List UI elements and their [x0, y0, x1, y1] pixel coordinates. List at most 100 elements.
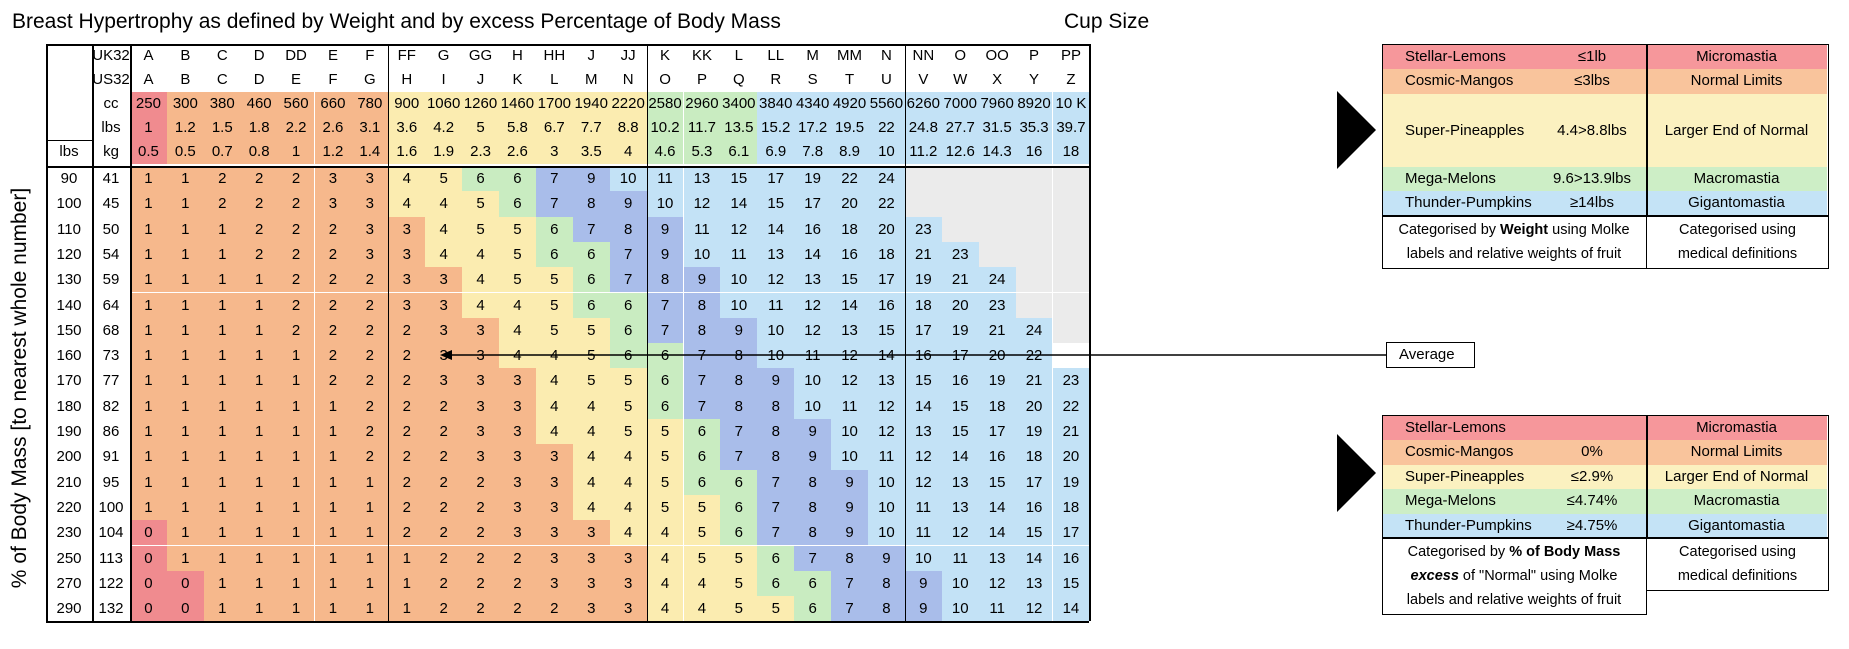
percent-cell — [1052, 166, 1090, 192]
legend-fruit-label: Thunder-Pumpkins — [1383, 513, 1646, 538]
body-weight-kg: 95 — [102, 473, 120, 491]
percent-cell: 2 — [425, 494, 463, 521]
percent-cell: 1 — [130, 267, 167, 293]
cup-uk-label: B — [180, 47, 191, 64]
percent-cell: 23 — [941, 241, 979, 268]
percent-cell: 4 — [572, 494, 610, 521]
percent-cell: 1 — [240, 343, 278, 369]
percent-cell: 1 — [314, 494, 352, 521]
cup-us-label: Q — [733, 71, 745, 88]
percent-cell: 2 — [351, 317, 389, 344]
percent-cell: 5 — [425, 166, 463, 192]
cup-uk-label: DD — [285, 47, 307, 64]
percent-cell: 1 — [166, 419, 204, 445]
body-weight-lbs: 150 — [56, 321, 82, 339]
average-label: Average — [1386, 342, 1475, 368]
kg-value: 12.6 — [941, 140, 979, 164]
percent-cell: 1 — [277, 343, 315, 369]
percent-cell — [978, 191, 1016, 217]
percent-cell: 2 — [388, 368, 426, 394]
percent-cell: 2 — [351, 368, 389, 394]
legend-medical-label: Macromastia — [1646, 489, 1827, 514]
percent-cell: 5 — [572, 317, 610, 344]
percent-cell: 3 — [609, 570, 647, 597]
percent-cell: 16 — [978, 444, 1016, 470]
percent-cell: 17 — [978, 419, 1016, 445]
percent-cell: 1 — [203, 596, 241, 622]
percent-cell: 1 — [240, 419, 278, 445]
kg-value: 2.3 — [462, 140, 499, 164]
percent-cell: 8 — [572, 191, 610, 217]
percent-cell: 1 — [277, 520, 315, 546]
percent-cell: 12 — [868, 419, 905, 445]
percent-cell: 4 — [609, 444, 647, 470]
percent-cell — [1015, 191, 1053, 217]
data-column-border — [130, 44, 132, 622]
cc-value: 3840 — [757, 92, 795, 116]
percent-cell: 10 — [941, 596, 979, 622]
percent-cell: 2 — [388, 444, 426, 470]
lbs-value: 19.5 — [831, 116, 868, 140]
cup-us-label: S — [807, 71, 818, 88]
percent-cell — [904, 191, 942, 217]
kg-value: 2.6 — [499, 140, 536, 164]
cc-value: 780 — [351, 92, 389, 116]
percent-cell: 11 — [720, 241, 758, 268]
body-weight-lbs: 270 — [56, 574, 82, 592]
percent-cell: 18 — [978, 393, 1016, 419]
lbs-value: 15.2 — [757, 116, 795, 140]
percent-cell — [941, 216, 979, 242]
percent-cell: 5 — [757, 596, 795, 622]
percent-cell: 5 — [683, 545, 721, 571]
medical-caption-line: medical definitions — [1677, 245, 1798, 262]
legend-fruit-label: Thunder-Pumpkins — [1383, 191, 1646, 216]
percent-cell: 1 — [277, 494, 315, 521]
percent-cell: 2 — [314, 241, 352, 268]
legend-range: 9.6>13.9lbs — [1553, 170, 1631, 187]
percent-cell: 3 — [535, 444, 573, 470]
percent-cell: 1 — [130, 419, 167, 445]
percent-cell: 7 — [757, 469, 795, 495]
percent-cell: 5 — [535, 317, 573, 344]
percent-cell: 18 — [831, 216, 868, 242]
percent-cell: 18 — [904, 292, 942, 318]
legend-fruit-label: Mega-Melons — [1383, 167, 1646, 192]
body-weight-lbs: 170 — [56, 372, 82, 390]
percent-cell: 6 — [794, 596, 832, 622]
percent-cell: 2 — [388, 419, 426, 445]
kg-value: 5.3 — [683, 140, 721, 164]
cc-value: 5560 — [868, 92, 905, 116]
percent-cell — [1052, 317, 1090, 344]
percent-cell: 5 — [462, 191, 499, 217]
percent-cell: 2 — [314, 216, 352, 242]
percent-cell: 5 — [646, 494, 684, 521]
percent-cell: 5 — [499, 267, 536, 293]
cup-uk-label: M — [806, 47, 819, 64]
legend-fruit-label: Super-Pineapples — [1383, 93, 1646, 167]
cc-value: 1940 — [572, 92, 610, 116]
lbs-value: 39.7 — [1052, 116, 1090, 140]
percent-cell: 17 — [1052, 520, 1090, 546]
percent-cell: 9 — [646, 216, 684, 242]
percent-cell: 3 — [388, 292, 426, 318]
kg-value: 4.6 — [646, 140, 684, 164]
body-weight-lbs: 90 — [60, 170, 78, 187]
percent-cell: 9 — [757, 368, 795, 394]
percent-cell: 6 — [572, 292, 610, 318]
percent-cell: 3 — [609, 545, 647, 571]
percent-cell: 3 — [351, 241, 389, 268]
kg-value: 1.9 — [425, 140, 463, 164]
percent-cell: 3 — [572, 570, 610, 597]
legend-medical-label: Normal Limits — [1646, 69, 1827, 94]
percent-cell: 8 — [683, 292, 721, 318]
percent-cell: 2 — [499, 596, 536, 622]
percent-cell: 12 — [1015, 596, 1053, 622]
percent-cell: 6 — [720, 469, 758, 495]
percent-cell: 3 — [535, 520, 573, 546]
cup-uk-label: K — [660, 47, 671, 64]
percent-cell: 1 — [314, 570, 352, 597]
percent-cell: 1 — [203, 368, 241, 394]
percent-cell: 21 — [1015, 368, 1053, 394]
cup-us-label: U — [881, 71, 892, 88]
percent-cell: 10 — [868, 520, 905, 546]
